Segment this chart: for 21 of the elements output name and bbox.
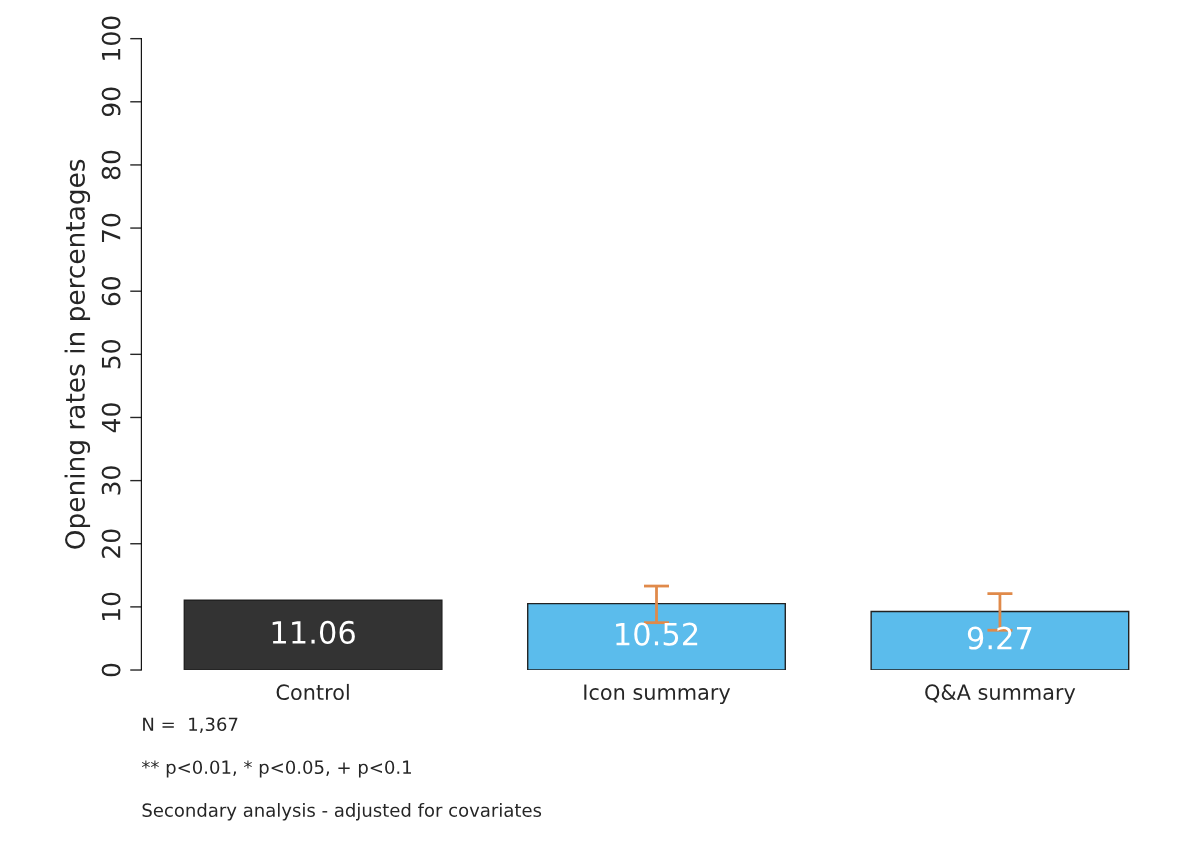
data-label: 11.06: [272, 620, 355, 644]
data-label: 9.27: [967, 626, 1032, 650]
text: ** p<0.01, * p<0.05, + p<0.1: [141, 760, 411, 778]
x-tick-label: Control: [276, 683, 349, 701]
y-tick-label: 50: [101, 340, 121, 369]
data-label: 10.52: [616, 622, 698, 646]
x-tick-label: Icon summary: [584, 684, 731, 705]
y-tick-label: 90: [101, 87, 121, 117]
y-tick-label: 30: [101, 466, 121, 495]
x-tick-label: Q&A summary: [925, 684, 1076, 705]
text: N = 1,367: [143, 717, 238, 733]
y-tick-label: 100: [101, 16, 121, 60]
y-tick-label: 40: [101, 403, 121, 433]
y-tick-label: 0: [101, 663, 121, 677]
y-tick-label: 20: [101, 529, 121, 558]
text: Secondary analysis - adjusted for covariates: [142, 803, 542, 821]
y-axis-title: Opening rates in percentages: [64, 159, 91, 549]
y-tick-label: 60: [101, 276, 121, 306]
y-tick-label: 80: [101, 150, 121, 180]
y-tick-label: 10: [101, 592, 121, 621]
y-tick-label: 70: [101, 213, 121, 242]
